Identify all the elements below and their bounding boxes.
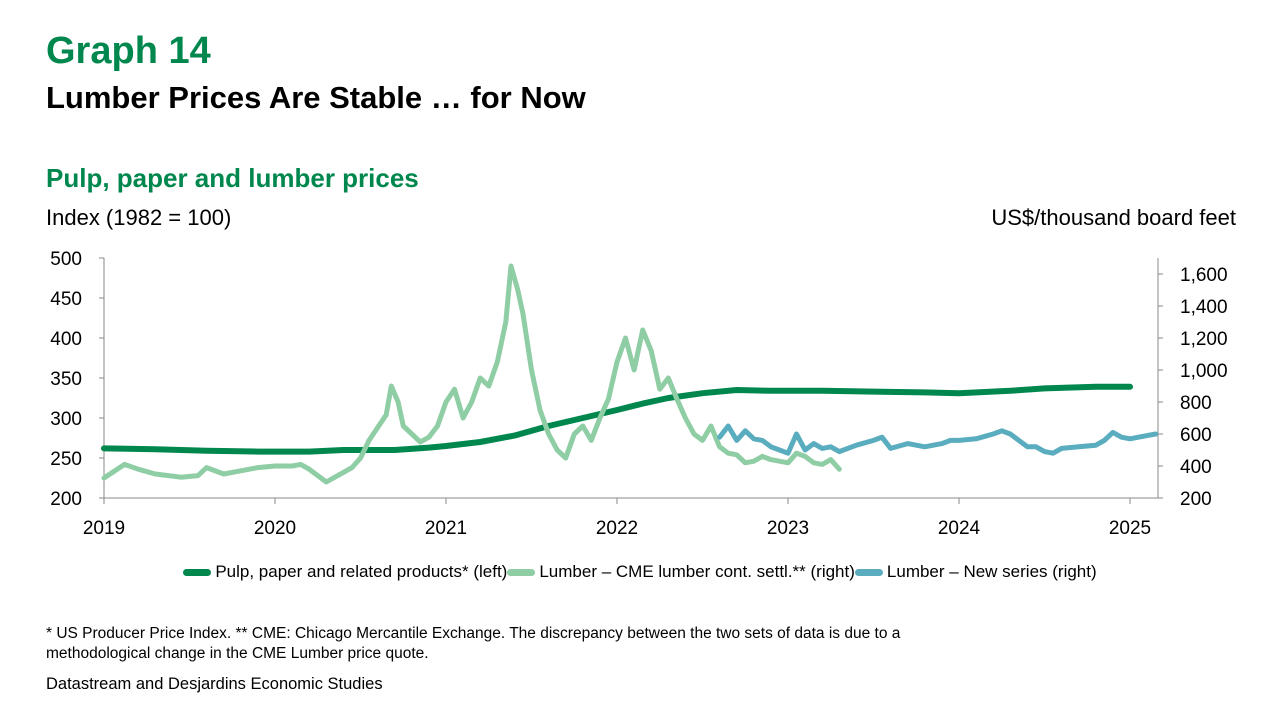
legend-item-new: Lumber – New series (right) [854, 562, 1097, 582]
x-tick-label: 2022 [596, 518, 638, 539]
footnote: * US Producer Price Index. ** CME: Chica… [46, 625, 901, 662]
left-tick-label: 350 [50, 369, 82, 390]
right-axis-label: US$/thousand board feet [991, 205, 1236, 230]
left-tick-label: 500 [50, 249, 82, 270]
right-tick-label: 200 [1180, 489, 1212, 510]
chart-lines [101, 263, 1159, 485]
left-tick-label: 300 [50, 409, 82, 430]
legend-label-pulp: Pulp, paper and related products* (left) [215, 562, 508, 581]
left-tick-label: 250 [50, 449, 82, 470]
legend-label-cme: Lumber – CME lumber cont. settl.** (righ… [539, 562, 855, 581]
legend-swatch-cme [507, 568, 536, 576]
series-line-cme [101, 263, 842, 485]
legend-swatch-pulp [183, 568, 212, 576]
x-tick-label: 2024 [938, 518, 981, 539]
chart-legend: Pulp, paper and related products* (left)… [0, 562, 1280, 582]
left-tick-label: 200 [50, 489, 82, 510]
left-axis-label: Index (1982 = 100) [46, 205, 232, 230]
line-chart: 200 250 300 350 400 450 500 200 400 600 800 1,000 1,… [50, 249, 1227, 539]
graph-number: Graph 14 [46, 30, 211, 72]
legend-label-new: Lumber – New series (right) [886, 562, 1097, 581]
source-note: Datastream and Desjardins Economic Studi… [46, 675, 383, 693]
legend-item-pulp: Pulp, paper and related products* (left) [183, 562, 507, 582]
x-tick-label: 2020 [254, 518, 296, 539]
right-tick-label: 1,400 [1180, 297, 1228, 318]
series-line-pulp [101, 383, 1133, 455]
x-tick-label: 2019 [83, 518, 125, 539]
right-tick-label: 800 [1180, 393, 1212, 414]
left-tick-label: 400 [50, 329, 82, 350]
x-tick-label: 2025 [1109, 518, 1151, 539]
x-tick-label: 2023 [767, 518, 809, 539]
chart-axes: 200 250 300 350 400 450 500 200 400 600 800 1,000 1,… [50, 249, 1227, 539]
graph-title: Lumber Prices Are Stable … for Now [46, 80, 586, 115]
legend-swatch-new [854, 568, 883, 576]
right-tick-label: 1,600 [1180, 265, 1228, 286]
right-tick-label: 1,000 [1180, 361, 1228, 382]
x-tick-label: 2021 [425, 518, 467, 539]
right-tick-label: 600 [1180, 425, 1212, 446]
right-tick-label: 400 [1180, 457, 1212, 478]
legend-item-cme: Lumber – CME lumber cont. settl.** (righ… [507, 562, 855, 582]
right-tick-label: 1,200 [1180, 329, 1228, 350]
series-line-new [717, 423, 1159, 456]
chart-title: Pulp, paper and lumber prices [46, 163, 419, 193]
left-tick-label: 450 [50, 289, 82, 310]
